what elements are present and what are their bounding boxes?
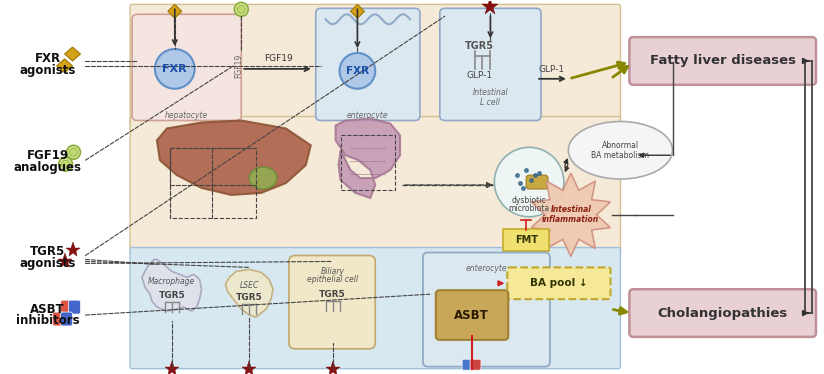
Circle shape bbox=[155, 49, 194, 89]
Text: Abnormal: Abnormal bbox=[602, 141, 639, 150]
Text: LSEC: LSEC bbox=[240, 281, 259, 290]
FancyBboxPatch shape bbox=[68, 300, 81, 314]
Circle shape bbox=[339, 53, 375, 89]
Text: TGR5: TGR5 bbox=[236, 293, 263, 302]
Text: GLP-1: GLP-1 bbox=[539, 65, 565, 74]
Polygon shape bbox=[531, 173, 611, 257]
FancyBboxPatch shape bbox=[470, 359, 481, 370]
FancyBboxPatch shape bbox=[53, 312, 64, 326]
Text: TGR5: TGR5 bbox=[30, 245, 65, 258]
Text: Cholangiopathies: Cholangiopathies bbox=[658, 307, 788, 319]
Text: analogues: analogues bbox=[14, 161, 82, 174]
Text: L cell: L cell bbox=[480, 98, 500, 107]
FancyBboxPatch shape bbox=[130, 4, 620, 125]
Circle shape bbox=[62, 160, 69, 168]
Text: TGR5: TGR5 bbox=[158, 291, 185, 300]
Polygon shape bbox=[335, 119, 400, 198]
FancyBboxPatch shape bbox=[440, 8, 541, 120]
Text: epithelial cell: epithelial cell bbox=[307, 275, 358, 284]
Text: Fatty liver diseases: Fatty liver diseases bbox=[649, 55, 796, 67]
Text: Biliary: Biliary bbox=[321, 267, 344, 276]
FancyBboxPatch shape bbox=[436, 290, 508, 340]
Text: inflammation: inflammation bbox=[542, 215, 599, 224]
FancyBboxPatch shape bbox=[130, 248, 620, 369]
FancyBboxPatch shape bbox=[130, 117, 620, 254]
Circle shape bbox=[59, 157, 73, 171]
FancyBboxPatch shape bbox=[508, 267, 611, 299]
Circle shape bbox=[237, 5, 246, 13]
FancyBboxPatch shape bbox=[316, 8, 420, 120]
Text: FGF19: FGF19 bbox=[26, 149, 68, 162]
Ellipse shape bbox=[249, 167, 277, 189]
Circle shape bbox=[67, 145, 81, 159]
Polygon shape bbox=[57, 59, 73, 73]
FancyBboxPatch shape bbox=[423, 252, 550, 367]
FancyBboxPatch shape bbox=[61, 312, 73, 326]
Text: ASBT: ASBT bbox=[454, 309, 489, 322]
Text: ASBT: ASBT bbox=[30, 303, 65, 316]
Circle shape bbox=[494, 147, 564, 217]
FancyBboxPatch shape bbox=[289, 255, 375, 349]
FancyBboxPatch shape bbox=[462, 359, 473, 370]
FancyBboxPatch shape bbox=[630, 289, 816, 337]
Text: BA pool ↓: BA pool ↓ bbox=[530, 278, 588, 288]
Polygon shape bbox=[142, 260, 202, 311]
Text: BA metabolism: BA metabolism bbox=[592, 151, 649, 160]
Text: Intestinal: Intestinal bbox=[550, 205, 592, 214]
FancyBboxPatch shape bbox=[61, 300, 73, 314]
FancyBboxPatch shape bbox=[503, 229, 549, 251]
FancyBboxPatch shape bbox=[132, 14, 241, 120]
Text: FXR: FXR bbox=[346, 66, 369, 76]
Text: TGR5: TGR5 bbox=[319, 290, 346, 299]
Ellipse shape bbox=[569, 122, 672, 179]
Text: FGF19: FGF19 bbox=[265, 54, 293, 63]
Text: dysbiotic: dysbiotic bbox=[512, 196, 546, 205]
Text: FMT: FMT bbox=[515, 234, 537, 245]
Text: agonists: agonists bbox=[20, 257, 76, 270]
Text: FGF19: FGF19 bbox=[234, 54, 243, 78]
Polygon shape bbox=[64, 47, 81, 61]
Polygon shape bbox=[157, 120, 311, 195]
Text: hepatocyte: hepatocyte bbox=[165, 111, 208, 120]
Circle shape bbox=[69, 148, 77, 156]
Text: agonists: agonists bbox=[20, 64, 76, 77]
Polygon shape bbox=[226, 269, 273, 317]
Text: FXR: FXR bbox=[162, 64, 187, 74]
Text: enterocyte: enterocyte bbox=[347, 111, 388, 120]
Text: Macrophage: Macrophage bbox=[148, 277, 195, 286]
FancyBboxPatch shape bbox=[527, 175, 548, 189]
FancyBboxPatch shape bbox=[630, 37, 816, 85]
Text: Intestinal: Intestinal bbox=[473, 88, 508, 97]
Text: TGR5: TGR5 bbox=[465, 41, 494, 51]
Text: microbiota: microbiota bbox=[508, 204, 550, 213]
Polygon shape bbox=[350, 4, 364, 18]
Text: inhibitors: inhibitors bbox=[16, 315, 80, 328]
Text: GLP-1: GLP-1 bbox=[466, 71, 493, 80]
Text: enterocyte: enterocyte bbox=[466, 264, 508, 273]
Text: FXR: FXR bbox=[35, 52, 61, 65]
Circle shape bbox=[234, 2, 248, 16]
Polygon shape bbox=[168, 4, 182, 18]
